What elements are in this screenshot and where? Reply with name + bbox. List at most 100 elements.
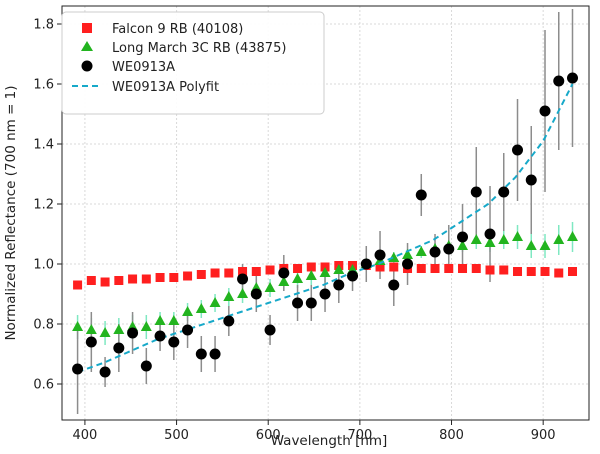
- longmarch-point: [415, 246, 427, 256]
- longmarch-point: [72, 321, 84, 331]
- falcon-point: [224, 268, 234, 278]
- falcon-point: [568, 267, 578, 276]
- longmarch-point: [154, 315, 166, 325]
- we-point: [567, 72, 579, 84]
- y-tick-label: 1.2: [33, 198, 54, 213]
- longmarch-point: [539, 240, 551, 250]
- longmarch-point: [470, 234, 482, 244]
- falcon-point: [513, 267, 523, 276]
- x-tick-label: 500: [164, 428, 189, 443]
- legend-box: [61, 11, 325, 115]
- y-axis-label: Normalized Reflectance (700 nm = 1): [3, 85, 19, 340]
- falcon-point: [114, 276, 124, 285]
- we-point: [72, 363, 84, 375]
- we-point: [457, 231, 469, 243]
- longmarch-point: [484, 237, 496, 247]
- we-point: [539, 105, 551, 117]
- we-point: [292, 297, 304, 309]
- we-point: [374, 249, 386, 261]
- longmarch-point: [333, 264, 345, 274]
- we-point: [347, 270, 359, 282]
- longmarch-point: [525, 240, 537, 250]
- legend-polyfit-label: WE0913A Polyfit: [112, 80, 219, 95]
- we-point: [182, 324, 194, 336]
- legend-longmarch-triangle-icon: [81, 41, 93, 51]
- x-tick-label: 700: [347, 428, 372, 443]
- legend-falcon-label: Falcon 9 RB (40108): [112, 22, 243, 37]
- falcon-point: [265, 265, 275, 275]
- longmarch-point: [292, 273, 304, 283]
- falcon-point: [86, 276, 96, 285]
- we-point: [402, 258, 414, 270]
- x-tick-label: 400: [72, 428, 97, 443]
- we-point: [553, 75, 565, 87]
- falcon-point: [416, 264, 426, 273]
- falcon-point: [196, 270, 206, 279]
- we-point: [127, 327, 139, 339]
- falcon-point: [210, 268, 220, 278]
- longmarch-point: [553, 234, 565, 244]
- longmarch-point: [388, 252, 400, 262]
- x-tick-label: 800: [439, 428, 464, 443]
- falcon-point: [238, 267, 248, 276]
- legend-falcon-square-icon: [82, 23, 92, 33]
- longmarch-point: [319, 267, 331, 277]
- we-point: [498, 186, 510, 198]
- we-point: [484, 228, 496, 240]
- legend-we-circle-icon: [81, 60, 93, 72]
- we-point: [154, 330, 166, 342]
- we-point: [223, 315, 235, 327]
- longmarch-point: [223, 291, 235, 301]
- y-tick-label: 1.0: [33, 258, 54, 273]
- longmarch-point: [498, 234, 510, 244]
- falcon-point: [100, 277, 110, 287]
- falcon-point: [293, 264, 303, 273]
- longmarch-point: [457, 240, 469, 250]
- we-point: [278, 267, 290, 279]
- longmarch-point: [278, 276, 290, 286]
- we-point: [209, 348, 221, 360]
- we-point: [415, 189, 427, 201]
- falcon-point: [73, 280, 83, 290]
- y-tick-label: 0.6: [33, 378, 54, 393]
- we-point: [360, 258, 372, 270]
- falcon-point: [389, 262, 399, 272]
- falcon-point: [155, 273, 165, 282]
- axes: 400 500 600 700 800 900 0.6 0.8 1.0 1.2 1.4 1.6 1.8: [33, 5, 590, 443]
- we-point: [250, 288, 262, 300]
- y-tick-label: 1.6: [33, 78, 54, 93]
- y-tick-label: 1.8: [33, 18, 54, 33]
- falcon-point: [540, 267, 550, 276]
- y-tick-label: 1.4: [33, 138, 54, 153]
- we-point: [113, 342, 125, 354]
- longmarch-point: [209, 297, 221, 307]
- legend-longmarch-label: Long March 3C RB (43875): [112, 41, 286, 56]
- falcon-point: [554, 268, 564, 278]
- legend-we-label: WE0913A: [112, 60, 175, 75]
- we-point: [85, 336, 97, 348]
- longmarch-point: [168, 315, 180, 325]
- longmarch-point: [195, 303, 207, 313]
- we-point: [140, 360, 152, 372]
- longmarch-point: [85, 324, 97, 334]
- falcon-point: [485, 265, 495, 275]
- falcon-point: [169, 273, 179, 282]
- x-axis-label: Wavelength [nm]: [271, 433, 388, 449]
- falcon-point: [306, 262, 316, 272]
- longmarch-point: [182, 306, 194, 316]
- falcon-point: [141, 274, 151, 284]
- we-point: [429, 246, 441, 258]
- legend: Falcon 9 RB (40108) Long March 3C RB (43…: [61, 11, 325, 115]
- we-point: [470, 186, 482, 198]
- falcon-point: [444, 264, 454, 273]
- longmarch-point: [140, 321, 152, 331]
- we-point: [319, 288, 331, 300]
- we-point: [168, 336, 180, 348]
- we-point: [264, 324, 276, 336]
- longmarch-point: [402, 249, 414, 259]
- we-point: [99, 366, 111, 378]
- falcon-point: [430, 264, 440, 273]
- we-point: [525, 174, 537, 186]
- we-point: [305, 297, 317, 309]
